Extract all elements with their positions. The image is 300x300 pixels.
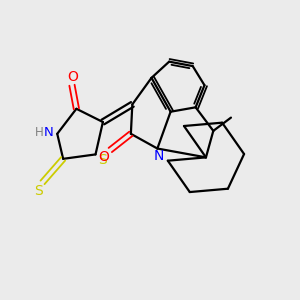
Text: H: H bbox=[35, 126, 44, 139]
Text: O: O bbox=[98, 150, 109, 164]
Text: N: N bbox=[44, 126, 53, 139]
Text: S: S bbox=[34, 184, 43, 198]
Text: N: N bbox=[154, 149, 164, 164]
Text: S: S bbox=[98, 153, 106, 167]
Text: O: O bbox=[67, 70, 78, 84]
